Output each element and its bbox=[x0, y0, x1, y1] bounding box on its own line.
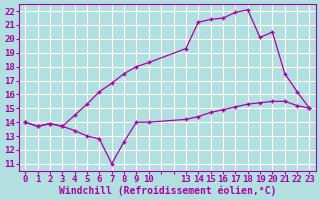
X-axis label: Windchill (Refroidissement éolien,°C): Windchill (Refroidissement éolien,°C) bbox=[59, 185, 276, 196]
